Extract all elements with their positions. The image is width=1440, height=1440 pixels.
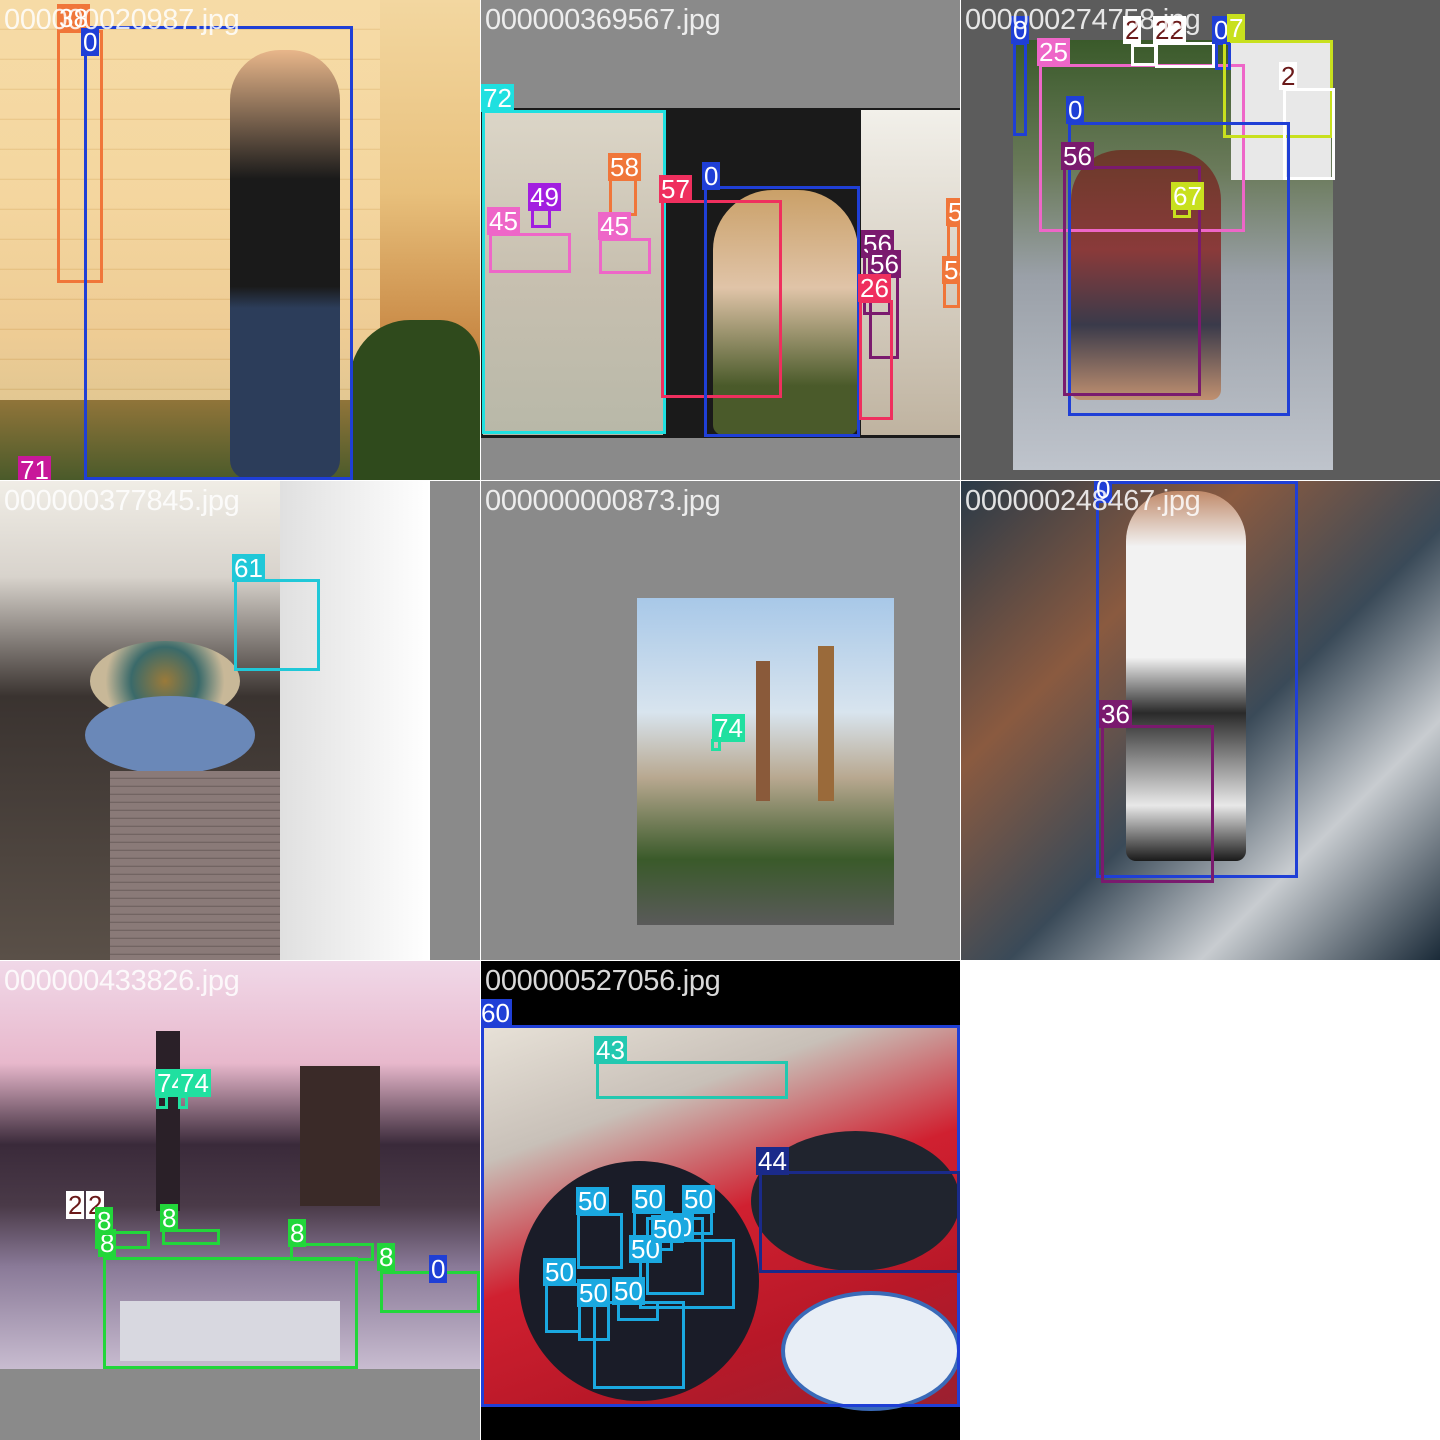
detection-label: 50 [576, 1186, 609, 1216]
tile-photo-chimney [818, 646, 834, 801]
image-filename: 000000274758.jpg [965, 4, 1201, 36]
detection-box [1096, 481, 1298, 878]
mosaic-tile-7: 000000433826.jpg 74 74 2 2 8 8 8 8 8 0 [0, 961, 480, 1440]
tile-photo-bush [350, 320, 480, 480]
image-filename: 000000527056.jpg [485, 965, 721, 997]
detection-label: 0 [1212, 15, 1231, 45]
image-filename: 000000369567.jpg [485, 4, 721, 36]
detection-box [661, 200, 782, 398]
detection-label: 0 [702, 161, 721, 191]
mosaic-tile-5: 000000000873.jpg 74 [481, 481, 960, 960]
mosaic-tile-2: 000000369567.jpg 72 58 49 45 45 57 0 56 … [481, 0, 960, 480]
detection-label: 0 [81, 27, 100, 57]
tile-photo-parliament [300, 1066, 380, 1206]
detection-label: 36 [1099, 699, 1132, 729]
detection-label: 0 [1066, 95, 1085, 125]
detection-label: 8 [160, 1203, 179, 1233]
detection-box [1013, 42, 1027, 136]
detection-label: 67 [1171, 181, 1204, 211]
detection-label: 50 [577, 1278, 610, 1308]
image-filename: 000000433826.jpg [4, 965, 240, 997]
detection-label: 61 [232, 553, 265, 583]
tile-photo-rug-blue [85, 696, 255, 774]
detection-label: 8 [95, 1206, 114, 1236]
detection-label: 2 [66, 1190, 85, 1220]
detection-label: 22 [1153, 15, 1186, 45]
detection-box [95, 1231, 150, 1249]
detection-label: 49 [528, 182, 561, 212]
image-filename: 000000000873.jpg [485, 485, 721, 517]
detection-box [1101, 725, 1214, 883]
detection-label: 58 [942, 256, 960, 284]
detection-label: 50 [651, 1214, 684, 1244]
detection-box [1063, 166, 1201, 396]
detection-label: 72 [481, 83, 514, 113]
empty-slot [961, 961, 1440, 1440]
detection-box [859, 300, 893, 420]
detection-box [234, 579, 320, 671]
detection-label: 57 [659, 174, 692, 204]
tile-photo-boat [120, 1301, 340, 1361]
detection-label: 50 [682, 1184, 715, 1214]
detection-box [759, 1171, 960, 1273]
detection-label: 56 [868, 249, 901, 279]
image-filename: 000000248467.jpg [965, 485, 1201, 517]
detection-label: 45 [487, 206, 520, 236]
detection-label: 8 [288, 1218, 307, 1248]
detection-box [704, 186, 860, 437]
tile-photo-skater [1126, 491, 1246, 861]
mosaic-tile-4: 000000377845.jpg 61 [0, 481, 480, 960]
detection-label: 74 [178, 1068, 211, 1098]
detection-box [599, 238, 651, 274]
detection-label: 26 [858, 273, 891, 303]
detection-box [1068, 122, 1290, 416]
mosaic-tile-3: 000000274758.jpg 0 25 2 22 0 7 2 0 56 67 [961, 0, 1440, 480]
detection-label: 0 [1094, 481, 1113, 503]
detection-box [1155, 42, 1215, 68]
detection-box [162, 1229, 220, 1245]
tile-photo-person [230, 50, 340, 480]
detection-label: 71 [18, 456, 51, 480]
detection-box [1131, 44, 1157, 66]
detection-label: 56 [1061, 141, 1094, 171]
detection-label: 58 [608, 152, 641, 182]
tile-photo-tower [156, 1031, 180, 1211]
detection-label: 0 [1011, 15, 1030, 45]
detection-label: 2 [1123, 15, 1142, 45]
image-filename: 000000020987.jpg [4, 4, 240, 36]
detection-label: 8 [98, 1228, 117, 1258]
detection-label: 50 [632, 1184, 665, 1214]
detection-label: 38 [57, 3, 90, 33]
detection-label: 50 [612, 1276, 645, 1306]
detection-label: 8 [377, 1242, 396, 1272]
detection-label: 45 [598, 211, 631, 241]
detection-label: 0 [429, 1254, 448, 1284]
detection-box [103, 1257, 358, 1369]
detection-box [84, 26, 353, 480]
detection-box [596, 1061, 788, 1099]
detection-label: 74 [712, 713, 745, 743]
tile-photo-plate [781, 1291, 960, 1411]
detection-label: 44 [756, 1146, 789, 1176]
detection-label: 25 [1037, 37, 1070, 67]
detection-box [577, 1213, 623, 1269]
detection-box [482, 110, 666, 434]
detection-label: 43 [594, 1035, 627, 1065]
detection-box [489, 233, 571, 273]
detection-label: 7 [1227, 13, 1246, 43]
detection-label: 60 [481, 998, 512, 1028]
tile-photo-tub [280, 481, 430, 960]
mosaic-tile-8: 000000527056.jpg 60 43 44 50 50 50 50 50… [481, 961, 960, 1440]
tile-photo-chimney [756, 661, 770, 801]
image-filename: 000000377845.jpg [4, 485, 240, 517]
tile-photo-face [713, 190, 858, 435]
detection-label: 2 [1279, 61, 1298, 91]
detection-box [545, 1283, 581, 1333]
detection-label: 58 [946, 198, 960, 226]
detection-label: 50 [543, 1257, 576, 1287]
mosaic-tile-1: 000000020987.jpg 38 0 71 [0, 0, 480, 480]
mosaic-tile-6: 000000248467.jpg 0 36 [961, 481, 1440, 960]
detection-box [1283, 88, 1335, 180]
